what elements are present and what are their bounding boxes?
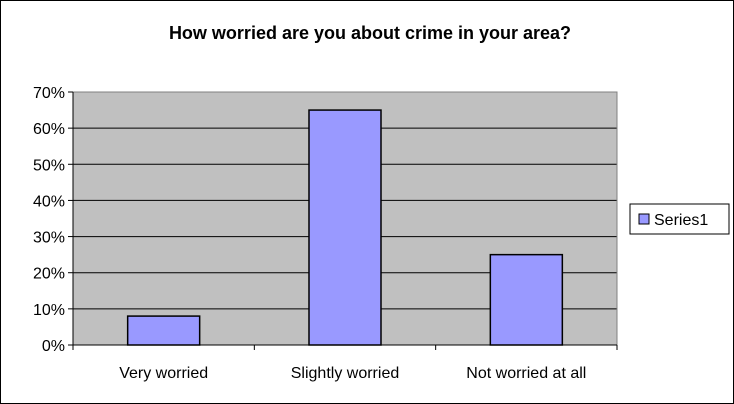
bar-very-worried: [126, 315, 201, 346]
y-tick-label: 20%: [33, 266, 65, 283]
legend-label: Series1: [654, 212, 708, 229]
bar-slightly-worried: [308, 109, 382, 346]
y-tick-label: 70%: [33, 85, 65, 102]
bar-not-worried-at-all: [489, 253, 564, 346]
y-tick-label: 0%: [42, 338, 65, 355]
y-tick-label: 30%: [33, 230, 65, 247]
axes: 0% 10% 20% 30% 40% 50% 60% 70% Very worried Sligh…: [33, 85, 618, 382]
x-tick-label: Not worried at all: [466, 365, 586, 382]
y-tick-label: 60%: [33, 121, 65, 138]
legend: Series1: [629, 203, 730, 235]
y-tick-label: 50%: [33, 157, 65, 174]
chart-title: How worried are you about crime in your …: [169, 23, 571, 43]
legend-swatch: [638, 213, 650, 225]
y-tick-label: 10%: [33, 302, 65, 319]
x-tick-label: Very worried: [119, 365, 208, 382]
y-tick-label: 40%: [33, 193, 65, 210]
x-tick-label: Slightly worried: [291, 365, 399, 382]
bars: [126, 109, 564, 346]
